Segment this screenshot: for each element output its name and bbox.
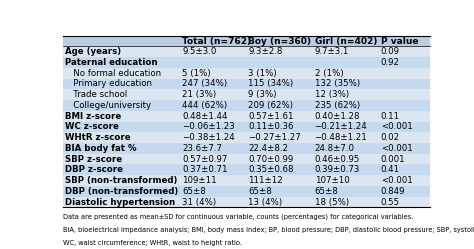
Text: No formal education: No formal education <box>65 69 161 78</box>
Text: WHtR z-score: WHtR z-score <box>65 133 130 142</box>
Bar <box>63 143 430 154</box>
Text: <0.001: <0.001 <box>381 123 412 131</box>
Text: 444 (62%): 444 (62%) <box>182 101 228 110</box>
Text: −0.38±1.24: −0.38±1.24 <box>182 133 235 142</box>
Text: 0.48±1.44: 0.48±1.44 <box>182 112 228 121</box>
Text: BMI z-score: BMI z-score <box>65 112 121 121</box>
Text: Total (n=762): Total (n=762) <box>182 37 251 46</box>
Text: Age (years): Age (years) <box>65 47 121 56</box>
Text: 0.92: 0.92 <box>381 58 400 67</box>
Text: BIA, bioelectrical impedance analysis; BMI, body mass index; BP, blood pressure;: BIA, bioelectrical impedance analysis; B… <box>63 227 474 233</box>
Text: College/university: College/university <box>65 101 151 110</box>
Text: Data are presented as mean±SD for continuous variable, counts (percentages) for : Data are presented as mean±SD for contin… <box>63 213 413 220</box>
Text: Paternal education: Paternal education <box>65 58 157 67</box>
Text: −0.21±1.24: −0.21±1.24 <box>315 123 367 131</box>
Text: BIA body fat %: BIA body fat % <box>65 144 136 153</box>
Text: 107±10: 107±10 <box>315 176 349 185</box>
Text: Diastolic hypertension: Diastolic hypertension <box>65 197 175 207</box>
Text: 3 (1%): 3 (1%) <box>248 69 277 78</box>
Bar <box>63 36 430 46</box>
Text: 65±8: 65±8 <box>315 187 338 196</box>
Text: −0.06±1.23: −0.06±1.23 <box>182 123 235 131</box>
Text: Trade school: Trade school <box>65 90 127 99</box>
Text: 18 (5%): 18 (5%) <box>315 197 349 207</box>
Text: 0.11: 0.11 <box>381 112 400 121</box>
Text: Boy (n=360): Boy (n=360) <box>248 37 311 46</box>
Bar <box>63 68 430 79</box>
Text: 0.849: 0.849 <box>381 187 405 196</box>
Bar <box>63 122 430 132</box>
Text: 22.4±8.2: 22.4±8.2 <box>248 144 289 153</box>
Text: 0.70±0.99: 0.70±0.99 <box>248 155 294 164</box>
Text: 9.7±3.1: 9.7±3.1 <box>315 47 349 56</box>
Text: 65±8: 65±8 <box>182 187 206 196</box>
Text: 235 (62%): 235 (62%) <box>315 101 360 110</box>
Bar <box>63 100 430 111</box>
Text: Girl (n=402): Girl (n=402) <box>315 37 377 46</box>
Text: 0.46±0.95: 0.46±0.95 <box>315 155 360 164</box>
Text: DBP z-score: DBP z-score <box>65 165 123 174</box>
Text: 5 (1%): 5 (1%) <box>182 69 211 78</box>
Text: 0.35±0.68: 0.35±0.68 <box>248 165 294 174</box>
Text: 0.09: 0.09 <box>381 47 400 56</box>
Text: 0.55: 0.55 <box>381 197 400 207</box>
Text: 9.5±3.0: 9.5±3.0 <box>182 47 217 56</box>
Text: WC z-score: WC z-score <box>65 123 118 131</box>
Bar <box>63 165 430 175</box>
Text: 247 (34%): 247 (34%) <box>182 79 228 88</box>
Bar <box>63 111 430 122</box>
Text: 0.11±0.36: 0.11±0.36 <box>248 123 294 131</box>
Text: 0.39±0.73: 0.39±0.73 <box>315 165 360 174</box>
Text: 132 (35%): 132 (35%) <box>315 79 360 88</box>
Text: SBP (non-transformed): SBP (non-transformed) <box>65 176 177 185</box>
Text: 31 (4%): 31 (4%) <box>182 197 217 207</box>
Text: 209 (62%): 209 (62%) <box>248 101 293 110</box>
Bar <box>63 132 430 143</box>
Text: <0.001: <0.001 <box>381 176 412 185</box>
Text: −0.48±1.21: −0.48±1.21 <box>315 133 367 142</box>
Text: 13 (4%): 13 (4%) <box>248 197 283 207</box>
Text: P value: P value <box>381 37 418 46</box>
Bar <box>63 89 430 100</box>
Text: 9.3±2.8: 9.3±2.8 <box>248 47 283 56</box>
Bar <box>63 186 430 197</box>
Text: 0.57±1.61: 0.57±1.61 <box>248 112 294 121</box>
Text: 0.41: 0.41 <box>381 165 400 174</box>
Bar <box>63 57 430 68</box>
Text: 0.57±0.97: 0.57±0.97 <box>182 155 228 164</box>
Text: 24.8±7.0: 24.8±7.0 <box>315 144 355 153</box>
Text: 0.001: 0.001 <box>381 155 405 164</box>
Text: 0.37±0.71: 0.37±0.71 <box>182 165 228 174</box>
Text: −0.27±1.27: −0.27±1.27 <box>248 133 301 142</box>
Text: 21 (3%): 21 (3%) <box>182 90 217 99</box>
Text: Primary education: Primary education <box>65 79 152 88</box>
Bar <box>63 197 430 207</box>
Text: 109±11: 109±11 <box>182 176 217 185</box>
Text: DBP (non-transformed): DBP (non-transformed) <box>65 187 178 196</box>
Text: WC, waist circumference; WHtR, waist to height ratio.: WC, waist circumference; WHtR, waist to … <box>63 240 242 246</box>
Bar <box>63 79 430 89</box>
Bar <box>63 46 430 57</box>
Bar <box>63 154 430 165</box>
Text: 2 (1%): 2 (1%) <box>315 69 343 78</box>
Text: 0.02: 0.02 <box>381 133 400 142</box>
Text: 12 (3%): 12 (3%) <box>315 90 349 99</box>
Text: 65±8: 65±8 <box>248 187 272 196</box>
Bar <box>63 175 430 186</box>
Text: 23.6±7.7: 23.6±7.7 <box>182 144 222 153</box>
Text: 0.40±1.28: 0.40±1.28 <box>315 112 360 121</box>
Text: SBP z-score: SBP z-score <box>65 155 122 164</box>
Text: 111±12: 111±12 <box>248 176 283 185</box>
Text: 9 (3%): 9 (3%) <box>248 90 277 99</box>
Text: <0.001: <0.001 <box>381 144 412 153</box>
Text: 115 (34%): 115 (34%) <box>248 79 293 88</box>
